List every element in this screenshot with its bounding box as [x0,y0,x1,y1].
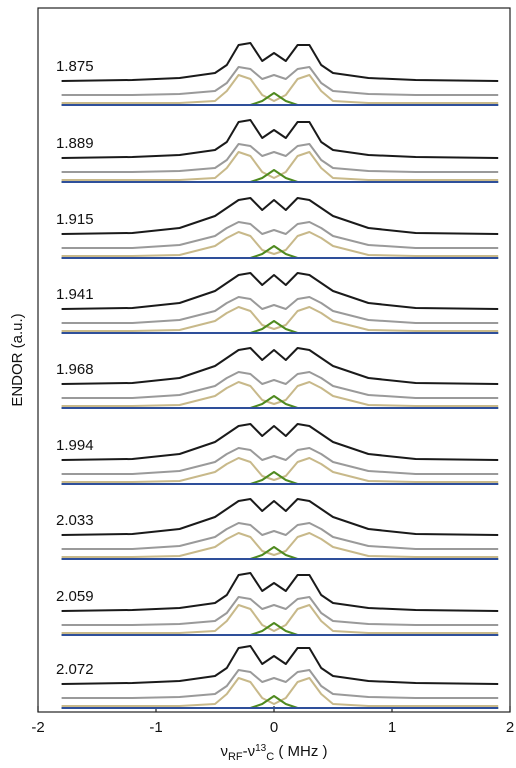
spectrum-line [61,119,499,159]
x-axis-label-part: 13 [255,743,267,754]
spectrum-line [61,677,499,707]
spectrum-line [61,371,499,399]
spectrum-line [61,347,499,385]
spectrum-line [61,645,499,685]
spectrum-line [61,42,499,82]
spectrum-line [61,272,499,310]
plot-frame [37,7,511,713]
x-axis-label-part: ( MHz ) [274,743,327,760]
spectrum-line [61,669,499,699]
spectrum-line [61,306,499,332]
field-label: 1.994 [56,437,94,454]
spectrum-line [61,457,499,483]
x-tick-label: -1 [149,719,162,736]
spectrum-line [61,447,499,475]
spectrum-line [61,381,499,407]
spectrum-line [61,532,499,558]
spectrum-line [61,74,499,104]
spectrum-line [61,231,499,257]
x-axis-label-part: C [266,751,274,763]
x-axis-label-part: ν [220,743,228,760]
field-label: 1.968 [56,361,94,378]
spectrum-line [61,572,499,612]
x-tick-label: 1 [388,719,396,736]
y-axis-label: ENDOR (a.u.) [9,313,26,406]
x-tick-label: -2 [31,719,44,736]
field-label: 1.875 [56,58,94,75]
spectrum-line [61,143,499,173]
spectrum-line [61,423,499,461]
spectrum-line [61,522,499,550]
x-axis-label: νRF-ν13C ( MHz ) [220,743,327,763]
field-label: 2.072 [56,661,94,678]
spectrum-line [61,604,499,634]
field-label: 2.033 [56,512,94,529]
spectrum-line [61,296,499,324]
field-label: 2.059 [56,588,94,605]
spectrum-line [61,596,499,626]
spectrum-line [61,498,499,536]
spectrum-line [61,66,499,96]
x-tick-label: 2 [506,719,514,736]
field-label: 1.941 [56,286,94,303]
spectrum-line [61,151,499,181]
x-tick-label: 0 [270,719,278,736]
spectrum-line [61,221,499,249]
field-label: 1.915 [56,211,94,228]
x-axis-label-part: RF [228,751,243,763]
field-label: 1.889 [56,135,94,152]
x-axis-label-part: -ν [243,743,256,760]
spectrum-line [61,197,499,235]
